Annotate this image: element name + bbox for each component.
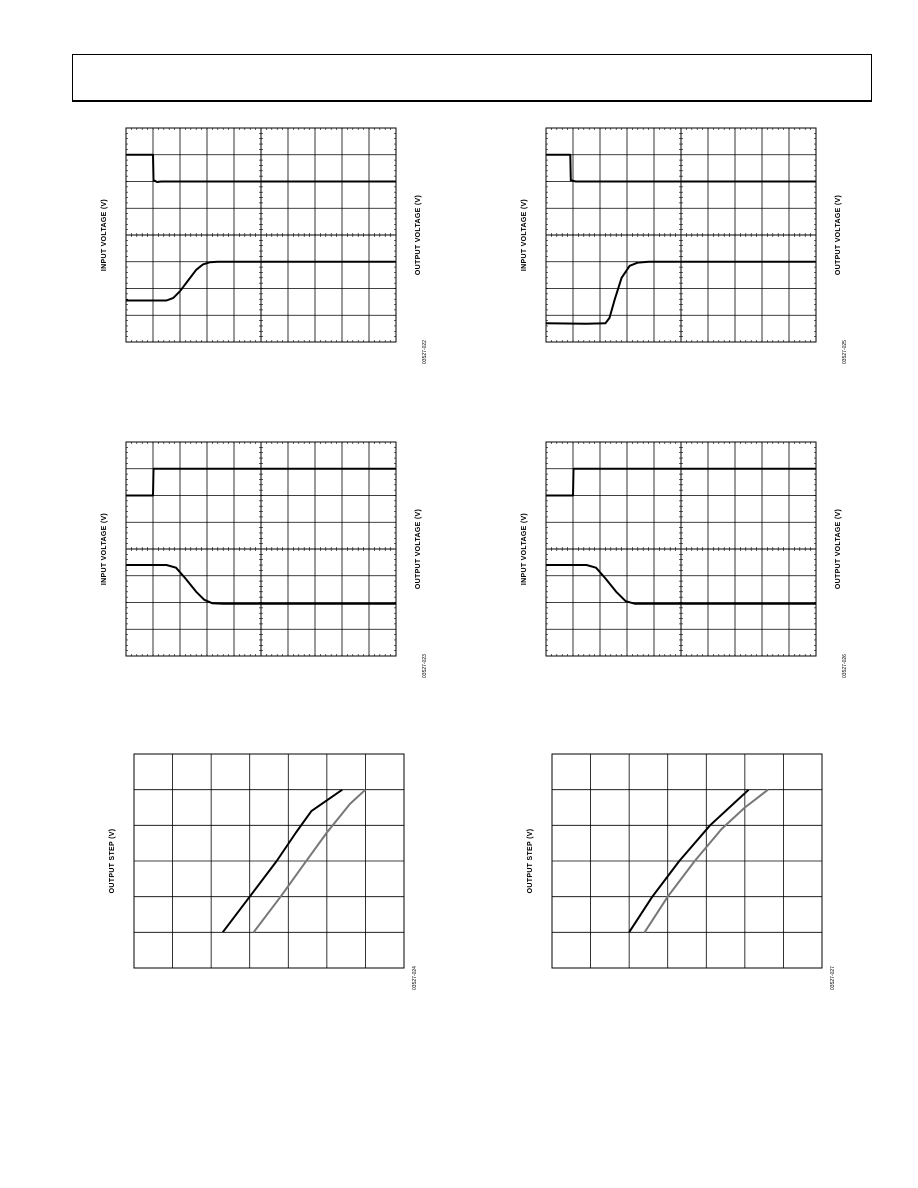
- chart-input-output-step-2: INPUT VOLTAGE (V) OUTPUT VOLTAGE (V) 03527…: [521, 127, 848, 364]
- grid-lines: [134, 754, 404, 968]
- minor-ticks: [125, 441, 397, 657]
- chart-input-output-step-3: INPUT VOLTAGE (V) OUTPUT VOLTAGE (V) 03527…: [101, 441, 428, 678]
- minor-ticks: [545, 441, 817, 657]
- figure-code: 03527-026: [842, 654, 848, 678]
- series-line-curve-a: [221, 788, 343, 933]
- figure-code: 03527-027: [830, 966, 836, 990]
- y-axis-label-left: INPUT VOLTAGE (V): [101, 513, 108, 585]
- figure-code: 03527-022: [422, 340, 428, 364]
- series-line-input: [126, 467, 396, 497]
- minor-ticks: [545, 127, 817, 343]
- series-line-input: [546, 153, 816, 183]
- y-axis-label-left: OUTPUT STEP (V): [109, 829, 116, 894]
- series-line-output: [126, 564, 396, 605]
- figure-code: 03527-025: [842, 340, 848, 364]
- y-axis-label-left: INPUT VOLTAGE (V): [521, 513, 528, 585]
- figure-code: 03527-023: [422, 654, 428, 678]
- series-line-output: [126, 260, 396, 302]
- y-axis-label-left: INPUT VOLTAGE (V): [521, 199, 528, 271]
- grid-lines: [552, 754, 822, 968]
- series-line-curve-a: [628, 788, 750, 933]
- y-axis-label-right: OUTPUT VOLTAGE (V): [835, 509, 842, 589]
- y-axis-label-right: OUTPUT VOLTAGE (V): [835, 195, 842, 275]
- series-line-curve-b: [643, 788, 769, 933]
- chart-output-step-1: OUTPUT STEP (V) 03527-024: [109, 753, 418, 990]
- chart-output-step-2: OUTPUT STEP (V) 03527-027: [527, 753, 836, 990]
- chart-input-output-step-1: INPUT VOLTAGE (V) OUTPUT VOLTAGE (V) 03527…: [101, 127, 428, 364]
- figure-code: 03527-024: [412, 966, 418, 990]
- y-axis-label-left: INPUT VOLTAGE (V): [101, 199, 108, 271]
- y-axis-label-right: OUTPUT VOLTAGE (V): [415, 195, 422, 275]
- series-line-input: [546, 467, 816, 497]
- y-axis-label-right: OUTPUT VOLTAGE (V): [415, 509, 422, 589]
- chart-input-output-step-4: INPUT VOLTAGE (V) OUTPUT VOLTAGE (V) 03527…: [521, 441, 848, 678]
- page-header-frame: [72, 54, 872, 102]
- series-line-output: [546, 564, 816, 605]
- series-line-curve-b: [252, 788, 367, 933]
- y-axis-label-left: OUTPUT STEP (V): [527, 829, 534, 894]
- minor-ticks: [125, 127, 397, 343]
- series-line-input: [126, 153, 396, 183]
- series-line-output: [545, 260, 816, 325]
